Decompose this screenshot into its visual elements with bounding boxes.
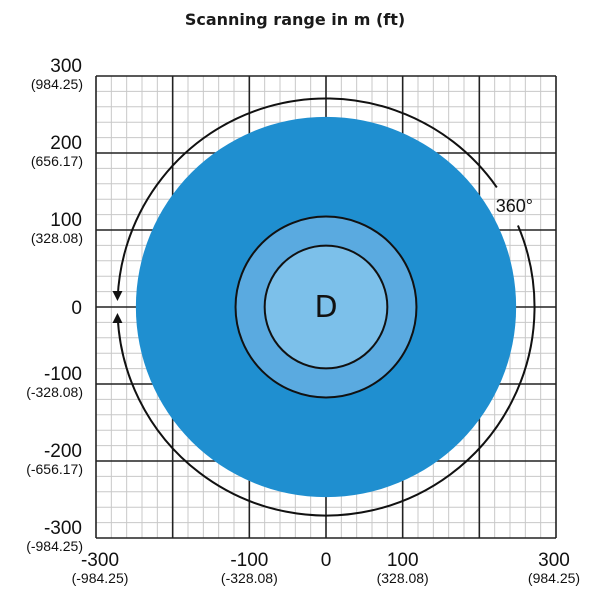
y-tick-sublabel: (-984.25) <box>26 538 83 554</box>
rotation-arc-upper <box>116 97 498 298</box>
x-tick-label: -100 <box>230 550 268 571</box>
arrowhead-up-icon <box>112 313 123 323</box>
y-tick-label: 300 <box>50 56 82 77</box>
x-tick-sublabel: (984.25) <box>528 570 580 586</box>
x-tick-label: 300 <box>538 550 570 571</box>
zone-inner <box>263 244 389 370</box>
range-zones: D <box>135 116 517 498</box>
y-tick-sublabel: (656.17) <box>31 153 83 169</box>
y-tick-sublabel: (984.25) <box>31 76 83 92</box>
axis-labels: 300(984.25)200(656.17)100(328.08)0-100(-… <box>26 56 580 586</box>
y-tick-sublabel: (-656.17) <box>26 461 83 477</box>
y-tick-sublabel: (-328.08) <box>26 384 83 400</box>
x-tick-label: -300 <box>81 550 119 571</box>
x-tick-label: 0 <box>321 550 332 571</box>
x-tick-sublabel: (-328.08) <box>221 570 278 586</box>
y-tick-label: -300 <box>44 518 82 539</box>
y-tick-label: 100 <box>50 210 82 231</box>
x-tick-label: 100 <box>387 550 419 571</box>
chart-title: Scanning range in m (ft) <box>184 10 406 29</box>
y-tick-label: 0 <box>71 298 82 319</box>
rotation-label: 360° <box>496 196 533 216</box>
y-tick-label: -200 <box>44 441 82 462</box>
arrowhead-down-icon <box>112 291 123 301</box>
rotation-arc-lower <box>116 225 536 517</box>
x-tick-sublabel: (-984.25) <box>72 570 129 586</box>
y-tick-label: 200 <box>50 133 82 154</box>
y-tick-sublabel: (328.08) <box>31 230 83 246</box>
center-label: D <box>314 290 337 325</box>
rotation-indicator: 360° <box>112 97 536 517</box>
y-tick-label: -100 <box>44 364 82 385</box>
x-tick-sublabel: (328.08) <box>377 570 429 586</box>
